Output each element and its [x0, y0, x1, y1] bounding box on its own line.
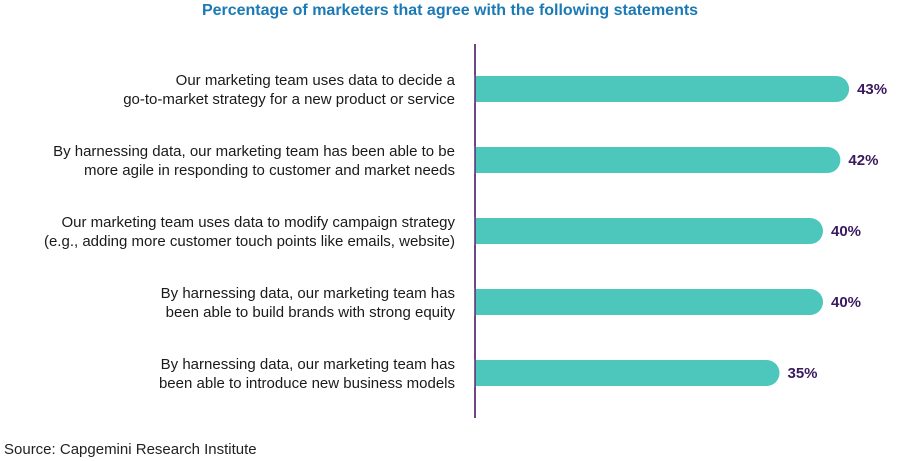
value-label: 42%: [848, 152, 878, 169]
category-label: By harnessing data, our marketing team h…: [161, 285, 455, 302]
category-label: By harnessing data, our marketing team h…: [53, 143, 455, 160]
bar: [462, 147, 841, 173]
bar-left-mask: [461, 217, 475, 245]
bar: [462, 360, 780, 386]
chart-title: Percentage of marketers that agree with …: [201, 2, 699, 19]
bar: [462, 289, 823, 315]
category-label: Our marketing team uses data to modify c…: [61, 214, 455, 231]
value-label: 43%: [857, 81, 887, 98]
bar-left-mask: [461, 359, 475, 387]
bar: [462, 76, 850, 102]
category-label: more agile in responding to customer and…: [84, 162, 455, 179]
bar: [462, 218, 823, 244]
source-note: Source: Capgemini Research Institute: [4, 441, 257, 458]
bar-left-mask: [461, 288, 475, 316]
value-label: 40%: [831, 223, 861, 240]
bar-left-mask: [461, 146, 475, 174]
category-label: been able to build brands with strong eq…: [166, 304, 456, 321]
category-label: go-to-market strategy for a new product …: [123, 91, 455, 108]
category-label: been able to introduce new business mode…: [159, 375, 455, 392]
category-label: Our marketing team uses data to decide a: [176, 72, 456, 89]
category-label: By harnessing data, our marketing team h…: [161, 356, 455, 373]
value-label: 40%: [831, 294, 861, 311]
value-label: 35%: [788, 365, 818, 382]
category-label: (e.g., adding more customer touch points…: [44, 233, 455, 250]
bar-left-mask: [461, 75, 475, 103]
